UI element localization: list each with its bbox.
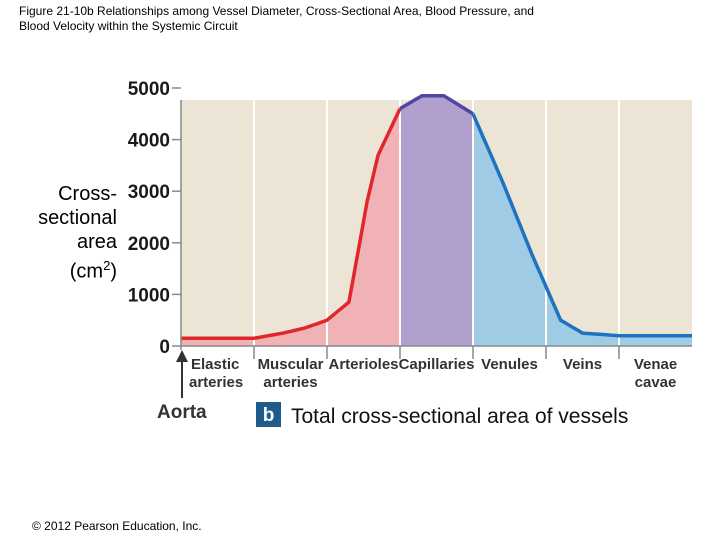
category-label-line-1: Elastic xyxy=(191,356,239,373)
y-axis-label-line-2: sectional xyxy=(38,207,117,229)
category-label-line-1: Veins xyxy=(563,356,602,373)
venous-area-fill xyxy=(473,113,692,346)
aorta-arrow-head xyxy=(176,350,188,362)
y-axis-unit: (cm xyxy=(69,260,104,283)
y-axis-label-line-1: Cross- xyxy=(58,183,117,205)
y-axis-label: Cross- sectional area (cm2) xyxy=(38,182,117,284)
y-axis-label-line-3: area xyxy=(76,231,117,253)
y-tick-label: 1000 xyxy=(128,285,170,306)
plot-area xyxy=(181,93,692,346)
panel-badge-letter: b xyxy=(263,405,275,426)
arterial-curve-line xyxy=(181,107,402,341)
y-tick-label: 4000 xyxy=(128,131,170,152)
capillary-area-fill xyxy=(400,95,473,346)
venous-curve-line xyxy=(471,113,692,338)
aorta-label: Aorta xyxy=(157,402,207,423)
y-axis-unit-sup: 2 xyxy=(103,258,111,273)
category-label-line-1: Venae xyxy=(634,356,677,373)
category-label-line-2: cavae xyxy=(635,374,677,391)
figure-title: Figure 21-10b Relationships among Vessel… xyxy=(19,4,619,34)
y-tick-label: 0 xyxy=(159,337,170,358)
category-label-line-1: Muscular xyxy=(258,356,324,373)
chart-title: Total cross-sectional area of vessels xyxy=(291,405,628,428)
category-label-line-2: arteries xyxy=(189,374,243,391)
category-label-line-2: arteries xyxy=(263,374,317,391)
arterial-area-fill xyxy=(181,108,400,346)
y-axis-unit-end: ) xyxy=(110,260,117,283)
figure-title-line-2: Blood Velocity within the Systemic Circu… xyxy=(19,19,238,33)
y-tick-label: 3000 xyxy=(128,182,170,203)
category-label-line-1: Venules xyxy=(481,356,538,373)
capillary-curve-line xyxy=(399,93,474,116)
figure-title-line-1: Figure 21-10b Relationships among Vessel… xyxy=(19,4,534,18)
panel-badge xyxy=(256,402,281,427)
panel-caption: b Total cross-sectional area of vessels xyxy=(256,402,628,428)
copyright-notice: © 2012 Pearson Education, Inc. xyxy=(32,519,202,533)
y-axis-label-line-4: (cm2) xyxy=(38,254,117,284)
axes: 0 1000 2000 3000 4000 5000 xyxy=(128,79,692,398)
category-label-line-1: Arterioles xyxy=(328,356,398,373)
category-label-line-1: Capillaries xyxy=(399,356,475,373)
y-tick-label: 5000 xyxy=(128,79,170,100)
category-labels: AortaElasticarteriesMusculararteriesArte… xyxy=(157,356,677,423)
y-tick-label: 2000 xyxy=(128,234,170,255)
